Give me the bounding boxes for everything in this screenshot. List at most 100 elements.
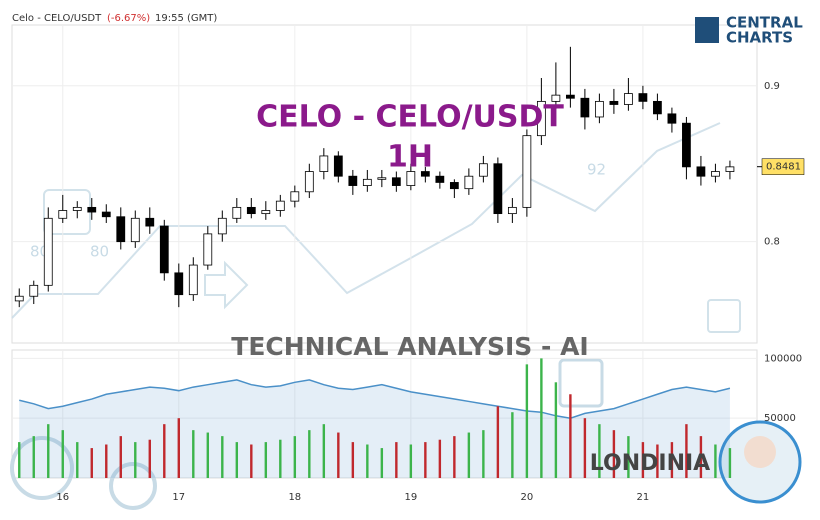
volume-bar [728, 448, 732, 478]
header-change: (-6.67%) [107, 13, 150, 24]
candle-body [246, 206, 256, 215]
volume-bar [438, 439, 442, 478]
candle-body [232, 206, 242, 219]
candle-body [638, 93, 648, 102]
candle-body [624, 93, 633, 105]
volume-bar [598, 424, 601, 478]
watermark-lines [11, 122, 741, 333]
watermark-number: 92 [587, 161, 606, 179]
volume-bar [612, 430, 616, 478]
header-time: 19:55 (GMT) [155, 13, 217, 24]
candle-body [696, 166, 706, 177]
candle-body [667, 113, 677, 124]
candle-body [130, 217, 140, 243]
volume-area [19, 379, 730, 478]
volume-bar [583, 418, 587, 478]
watermark-brand: LONDINIA [590, 451, 710, 476]
volume-bar [351, 442, 355, 478]
x-tick-label: 19 [404, 492, 417, 503]
volume-bar [395, 442, 398, 478]
candle-body [464, 175, 474, 190]
watermark-title: CELO - CELO/USDT [256, 100, 564, 135]
volume-bar [163, 424, 166, 478]
candle-body [159, 225, 169, 274]
volume-bar [206, 432, 209, 478]
volume-bar [322, 424, 326, 478]
plot: 16 17 18 19 20 21 0.8 0.9 50000 100000 0.8481 [12, 25, 805, 503]
candle-body [609, 100, 619, 105]
candle-body [711, 171, 720, 177]
volume-bar [32, 436, 35, 478]
volume-bar [177, 418, 180, 478]
candle-body [478, 163, 488, 177]
candle-body [536, 100, 546, 137]
candle-body [551, 94, 561, 102]
volume-panel [11, 349, 758, 479]
volume-bar [76, 442, 79, 478]
candle-body [203, 233, 213, 266]
logo-icon [695, 17, 719, 43]
volume-bar [424, 442, 427, 478]
volume-bar [714, 444, 717, 478]
watermark-timeframe: 1H [387, 140, 433, 175]
candle-body [43, 217, 53, 286]
candle-body [333, 155, 343, 177]
volume-bar [293, 436, 297, 478]
volume-bar [699, 436, 703, 478]
decor [10, 358, 802, 510]
candle-body [174, 272, 184, 296]
volume-bar [366, 444, 369, 478]
candle-body [362, 178, 372, 186]
volume-bar [409, 444, 413, 478]
volume-bar [148, 439, 151, 478]
candle-body [217, 217, 227, 235]
candle-body [522, 135, 532, 208]
watermark-subtitle: TECHNICAL ANALYSIS - AI [231, 332, 588, 361]
volume-bar [192, 430, 195, 478]
candle-body [565, 94, 575, 99]
volume-bar [656, 444, 659, 478]
y-tick-label: 0.8 [764, 237, 780, 248]
volume-bar [511, 412, 514, 478]
y-tick-label: 100000 [764, 353, 802, 364]
candle-body [580, 97, 590, 118]
x-tick-label: 18 [288, 492, 301, 503]
last-price-label: 0.8481 [766, 162, 801, 173]
volume-bar [627, 436, 630, 478]
volume-bar [250, 444, 253, 478]
volume-bar [90, 448, 93, 478]
x-tick-label: 16 [56, 492, 69, 503]
volume-bar [554, 382, 558, 478]
header-symbol: Celo - CELO/USDT [12, 13, 102, 24]
logo-line2: CHARTS [726, 29, 793, 47]
watermark-number: 80 [90, 243, 109, 261]
volume-bar [641, 442, 645, 478]
x-tick-label: 21 [637, 492, 650, 503]
volume-bar [134, 442, 137, 478]
volume-bar [18, 442, 21, 478]
candle-body [87, 206, 97, 213]
x-tick-label: 17 [172, 492, 185, 503]
volume-bar [264, 442, 268, 478]
volume-bar [685, 424, 688, 478]
volume-bar [47, 424, 50, 478]
candle-body [377, 177, 387, 180]
candle-body [116, 216, 126, 243]
y-tick-label: 0.9 [764, 81, 780, 92]
volume-bar [453, 436, 456, 478]
x-tick-label: 20 [521, 492, 534, 503]
candle-body [101, 211, 111, 218]
candle-body [449, 182, 459, 190]
candle-body [58, 210, 68, 219]
candle-body [72, 206, 82, 211]
candle-body [420, 171, 430, 177]
candle-body [682, 122, 691, 168]
volume-bar [525, 364, 529, 478]
candle-body [435, 175, 445, 183]
volume-bar [569, 394, 572, 478]
volume-bar [540, 358, 543, 478]
candle-body [14, 295, 24, 302]
candle-body [406, 171, 416, 186]
candle-body [595, 100, 604, 118]
